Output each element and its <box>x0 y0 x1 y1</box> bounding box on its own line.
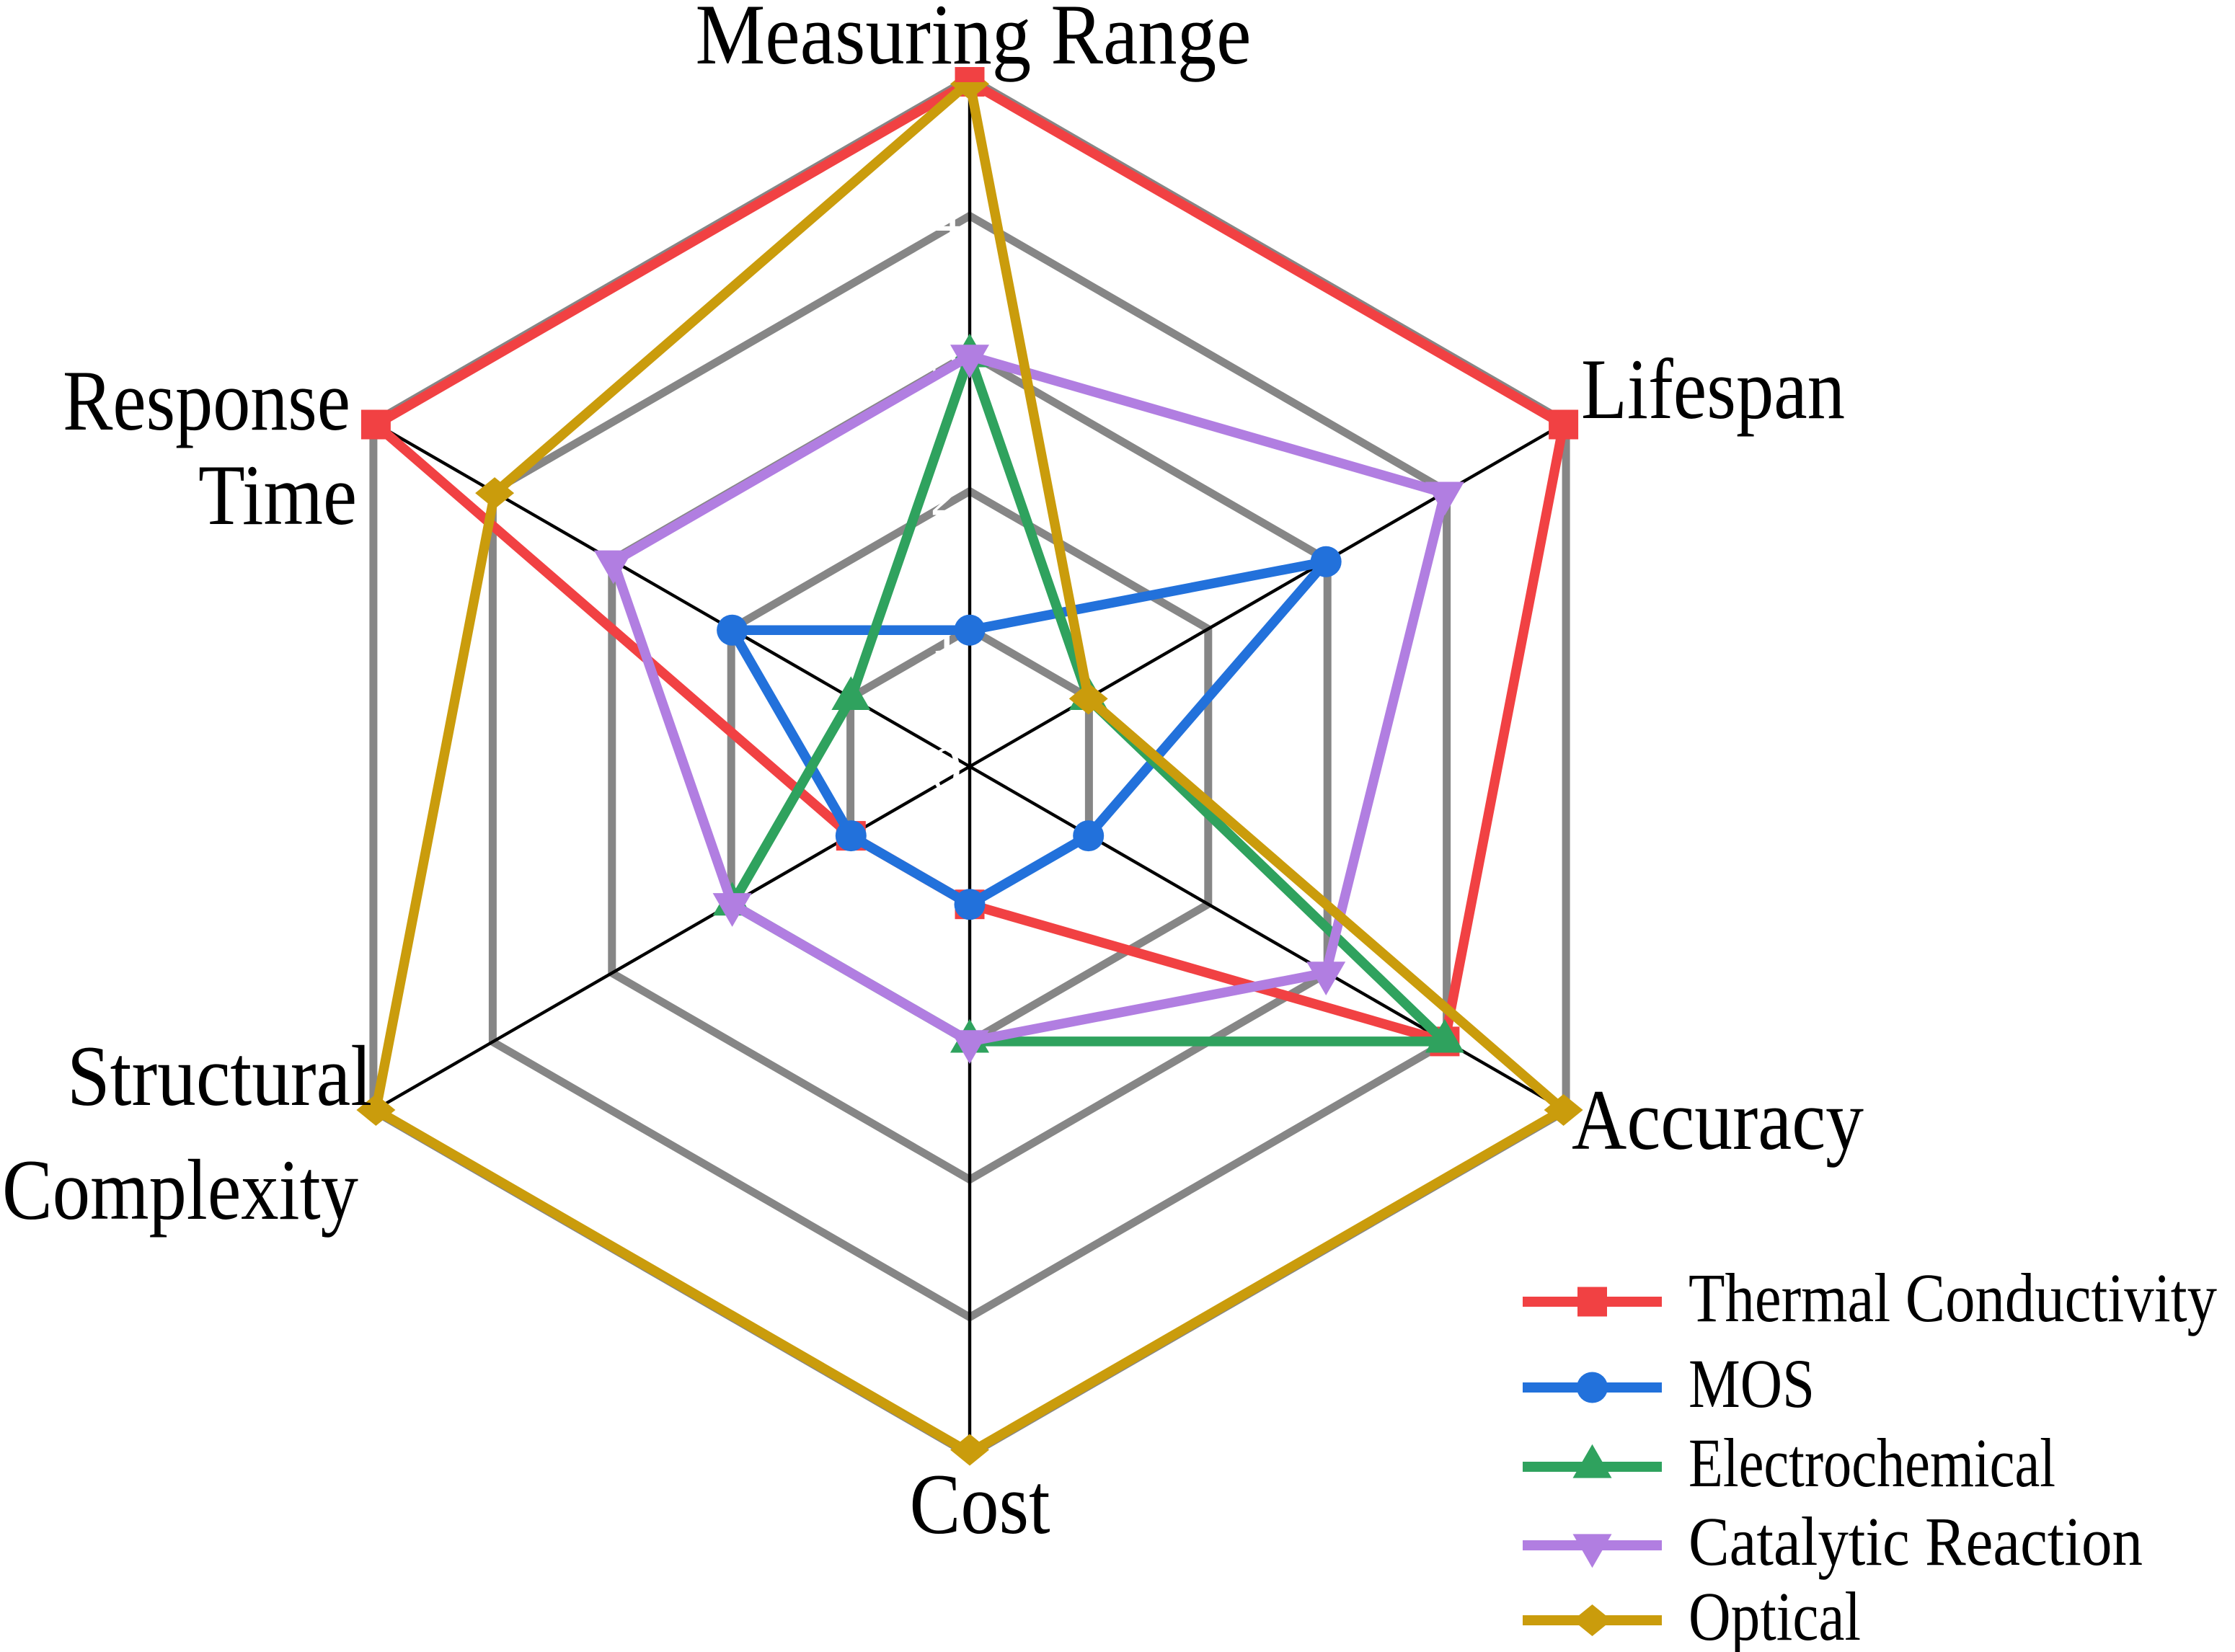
svg-text:Catalytic Reaction: Catalytic Reaction <box>1689 1503 2143 1580</box>
svg-text:Thermal Conductivity: Thermal Conductivity <box>1689 1259 2217 1336</box>
svg-text:Complexity: Complexity <box>2 1142 358 1238</box>
svg-text:Electrochemical: Electrochemical <box>1689 1424 2055 1501</box>
svg-text:0: 0 <box>930 735 962 805</box>
svg-text:Structural: Structural <box>67 1028 372 1124</box>
svg-text:Optical: Optical <box>1689 1578 1861 1652</box>
svg-text:Accuracy: Accuracy <box>1572 1072 1864 1168</box>
svg-text:MOS: MOS <box>1689 1345 1815 1422</box>
svg-text:Cost: Cost <box>910 1456 1050 1552</box>
svg-text:Time: Time <box>198 447 357 543</box>
svg-text:Lifespan: Lifespan <box>1581 341 1845 437</box>
svg-text:Measuring Range: Measuring Range <box>696 0 1252 82</box>
svg-text:4: 4 <box>930 185 962 254</box>
svg-text:2: 2 <box>930 460 962 530</box>
svg-text:Response: Response <box>63 352 350 448</box>
